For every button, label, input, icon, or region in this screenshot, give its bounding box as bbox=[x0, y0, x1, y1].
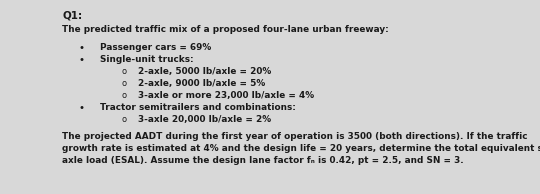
Text: o: o bbox=[122, 79, 126, 88]
Text: 3-axle or more 23,000 lb/axle = 4%: 3-axle or more 23,000 lb/axle = 4% bbox=[138, 91, 314, 100]
Text: o: o bbox=[122, 115, 126, 124]
Text: o: o bbox=[122, 67, 126, 76]
Text: o: o bbox=[122, 91, 126, 100]
Text: Tractor semitrailers and combinations:: Tractor semitrailers and combinations: bbox=[100, 103, 296, 112]
Text: •: • bbox=[78, 103, 84, 113]
Text: 3-axle 20,000 lb/axle = 2%: 3-axle 20,000 lb/axle = 2% bbox=[138, 115, 271, 124]
Text: 2-axle, 9000 lb/axle = 5%: 2-axle, 9000 lb/axle = 5% bbox=[138, 79, 265, 88]
Text: 2-axle, 5000 lb/axle = 20%: 2-axle, 5000 lb/axle = 20% bbox=[138, 67, 271, 76]
Text: The predicted traffic mix of a proposed four-lane urban freeway:: The predicted traffic mix of a proposed … bbox=[62, 25, 389, 34]
Text: •: • bbox=[78, 55, 84, 65]
Text: axle load (ESAL). Assume the design lane factor fₙ is 0.42, pt = 2.5, and SN = 3: axle load (ESAL). Assume the design lane… bbox=[62, 156, 464, 165]
Text: Single-unit trucks:: Single-unit trucks: bbox=[100, 55, 193, 64]
Text: Passenger cars = 69%: Passenger cars = 69% bbox=[100, 43, 211, 52]
Text: growth rate is estimated at 4% and the design life = 20 years, determine the tot: growth rate is estimated at 4% and the d… bbox=[62, 144, 540, 153]
Text: Q1:: Q1: bbox=[62, 11, 82, 21]
Text: •: • bbox=[78, 43, 84, 53]
Text: The projected AADT during the first year of operation is 3500 (both directions).: The projected AADT during the first year… bbox=[62, 132, 528, 141]
